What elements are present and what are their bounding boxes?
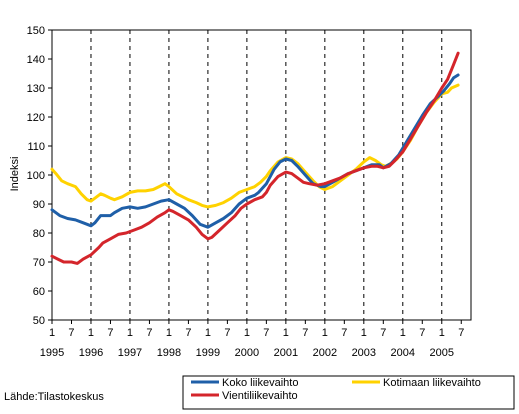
x-axis-ticks: 1 7 1 7 1 7 1 7 1 7 1 7 1 7 1 7 1 7 1 7 1 7 1995 1996 1997 1998 19…	[40, 320, 464, 359]
legend-label-kotimaan-liikevaihto: Kotimaan liikevaihto	[383, 377, 481, 389]
x-month-label-19: 7	[419, 327, 425, 339]
x-year-label-1997: 1997	[118, 347, 142, 359]
plot-area-frame	[51, 29, 472, 321]
y-tick-label-50: 50	[33, 315, 45, 327]
legend-label-vientiliikevaihto: Vientiliikevaihto	[222, 390, 298, 402]
y-tick-label-120: 120	[27, 112, 45, 124]
y-tick-label-100: 100	[27, 170, 45, 182]
x-month-label-2: 1	[88, 327, 94, 339]
x-year-label-2004: 2004	[391, 347, 415, 359]
source-note: Lähde:Tilastokeskus	[4, 391, 104, 403]
x-month-label-16: 1	[361, 327, 367, 339]
y-tick-label-110: 110	[27, 141, 45, 153]
x-month-label-18: 1	[400, 327, 406, 339]
x-year-label-1995: 1995	[40, 347, 64, 359]
x-month-label-10: 1	[244, 327, 250, 339]
y-tick-label-150: 150	[27, 25, 45, 37]
x-month-label-21: 7	[458, 327, 464, 339]
x-month-label-1: 7	[68, 327, 74, 339]
legend-box	[182, 375, 515, 410]
x-month-label-9: 7	[224, 327, 230, 339]
x-year-label-2005: 2005	[430, 347, 454, 359]
x-year-label-2000: 2000	[235, 347, 259, 359]
x-month-label-20: 1	[439, 327, 445, 339]
y-axis-label: Indeksi	[9, 157, 21, 192]
series-line-koko-liikevaihto	[50, 73, 460, 229]
x-year-label-2002: 2002	[313, 347, 337, 359]
chart-gridlines	[90, 30, 443, 320]
x-month-label-5: 7	[146, 327, 152, 339]
x-month-label-7: 7	[185, 327, 191, 339]
x-month-label-14: 1	[322, 327, 328, 339]
legend-label-koko-liikevaihto: Koko liikevaihto	[222, 377, 298, 389]
x-month-label-12: 1	[283, 327, 289, 339]
y-tick-label-140: 140	[27, 54, 45, 66]
x-month-label-6: 1	[166, 327, 172, 339]
x-year-label-2003: 2003	[352, 347, 376, 359]
series-line-kotimaan-liikevaihto	[50, 83, 460, 209]
x-year-label-1999: 1999	[196, 347, 220, 359]
x-year-label-1996: 1996	[79, 347, 103, 359]
x-year-label-1998: 1998	[157, 347, 181, 359]
series-line-vientiliikevaihto	[50, 51, 460, 265]
x-month-label-13: 7	[302, 327, 308, 339]
x-month-label-8: 1	[205, 327, 211, 339]
y-tick-label-60: 60	[33, 286, 45, 298]
x-month-label-3: 7	[107, 327, 113, 339]
x-month-label-11: 7	[263, 327, 269, 339]
y-axis-ticks: 50 60 70 80 90 100 110 120 130 140 150	[27, 25, 52, 327]
y-tick-label-90: 90	[33, 199, 45, 211]
chart-series	[50, 51, 460, 265]
y-tick-label-70: 70	[33, 257, 45, 269]
x-month-label-17: 7	[380, 327, 386, 339]
x-year-label-2001: 2001	[274, 347, 298, 359]
x-month-label-4: 1	[127, 327, 133, 339]
chart-legend: Koko liikevaihto Kotimaan liikevaihto Vien…	[182, 375, 515, 410]
y-tick-label-80: 80	[33, 228, 45, 240]
x-month-label-15: 7	[341, 327, 347, 339]
x-month-label-0: 1	[49, 327, 55, 339]
y-tick-label-130: 130	[27, 83, 45, 95]
